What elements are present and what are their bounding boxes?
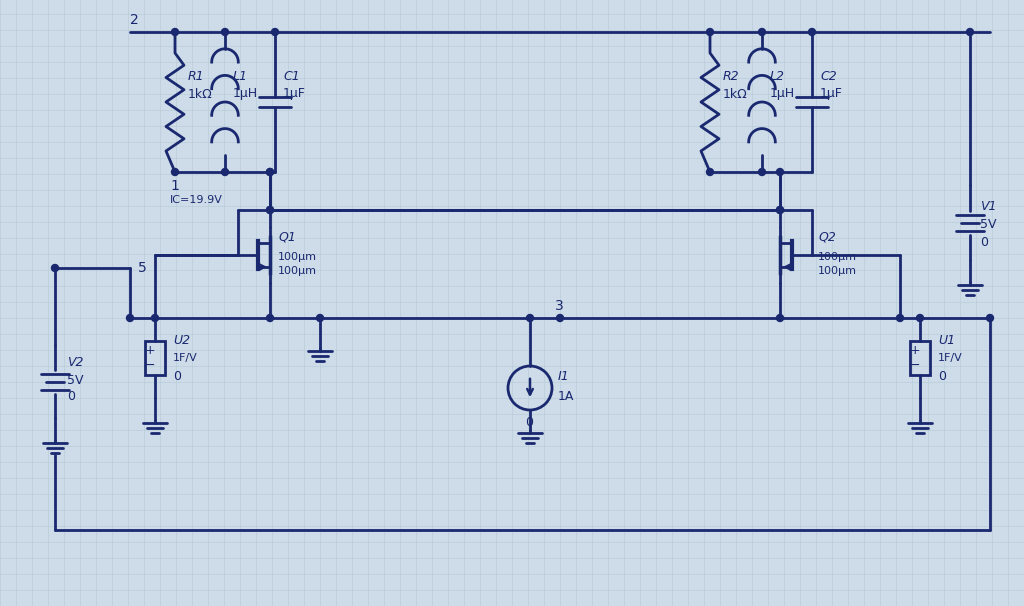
Text: +: + xyxy=(144,344,156,358)
Text: C1: C1 xyxy=(283,70,300,84)
Text: 1F/V: 1F/V xyxy=(173,353,198,363)
Circle shape xyxy=(526,315,534,322)
Bar xyxy=(145,341,165,375)
Text: 1: 1 xyxy=(170,179,179,193)
Text: 100μm: 100μm xyxy=(818,266,857,276)
Text: R1: R1 xyxy=(188,70,205,84)
Text: U2: U2 xyxy=(173,333,190,347)
Circle shape xyxy=(266,168,273,176)
Text: C2: C2 xyxy=(820,70,837,84)
Circle shape xyxy=(221,28,228,36)
Text: R2: R2 xyxy=(723,70,739,84)
Text: +: + xyxy=(909,344,921,358)
Text: 5: 5 xyxy=(138,261,146,275)
Text: 100μm: 100μm xyxy=(278,266,317,276)
Circle shape xyxy=(896,315,903,322)
Text: 3: 3 xyxy=(555,299,564,313)
Circle shape xyxy=(776,207,783,213)
Text: 100μm: 100μm xyxy=(278,252,317,262)
Circle shape xyxy=(221,168,228,176)
Circle shape xyxy=(266,207,273,213)
Circle shape xyxy=(266,315,273,322)
Circle shape xyxy=(171,28,178,36)
Circle shape xyxy=(707,28,714,36)
Text: L1: L1 xyxy=(233,70,248,84)
Circle shape xyxy=(152,315,159,322)
Bar xyxy=(910,341,930,375)
Circle shape xyxy=(986,315,993,322)
Text: 0: 0 xyxy=(173,370,181,382)
Circle shape xyxy=(271,28,279,36)
Circle shape xyxy=(967,28,974,36)
Text: 0: 0 xyxy=(980,236,988,248)
Text: 5V: 5V xyxy=(980,219,996,231)
Text: −: − xyxy=(144,359,156,371)
Circle shape xyxy=(759,168,766,176)
Circle shape xyxy=(266,207,273,213)
Circle shape xyxy=(316,315,324,322)
Circle shape xyxy=(266,168,273,176)
Circle shape xyxy=(171,168,178,176)
Circle shape xyxy=(707,168,714,176)
Text: I1: I1 xyxy=(558,370,569,382)
Text: 1μF: 1μF xyxy=(283,87,306,101)
Circle shape xyxy=(759,28,766,36)
Text: 1kΩ: 1kΩ xyxy=(188,87,213,101)
Text: 1μH: 1μH xyxy=(770,87,795,101)
Text: Q2: Q2 xyxy=(818,230,836,244)
Text: U1: U1 xyxy=(938,333,955,347)
Text: V2: V2 xyxy=(67,356,84,370)
Text: Q1: Q1 xyxy=(278,230,296,244)
Text: L2: L2 xyxy=(770,70,785,84)
Text: 5V: 5V xyxy=(67,375,84,387)
Text: IC=19.9V: IC=19.9V xyxy=(170,195,223,205)
Circle shape xyxy=(776,168,783,176)
Text: 1A: 1A xyxy=(558,390,574,402)
Text: 0: 0 xyxy=(938,370,946,382)
Circle shape xyxy=(776,207,783,213)
Text: −: − xyxy=(909,359,921,371)
Text: 0: 0 xyxy=(67,390,75,404)
Text: 0: 0 xyxy=(525,416,534,430)
Circle shape xyxy=(776,315,783,322)
Text: 1μF: 1μF xyxy=(820,87,843,101)
Text: 100μm: 100μm xyxy=(818,252,857,262)
Circle shape xyxy=(51,264,58,271)
Circle shape xyxy=(556,315,563,322)
Text: V1: V1 xyxy=(980,201,996,213)
Text: 2: 2 xyxy=(130,13,138,27)
Text: 1F/V: 1F/V xyxy=(938,353,963,363)
Circle shape xyxy=(916,315,924,322)
Text: 1μH: 1μH xyxy=(233,87,258,101)
Circle shape xyxy=(809,28,815,36)
Text: 1kΩ: 1kΩ xyxy=(723,87,748,101)
Circle shape xyxy=(127,315,133,322)
